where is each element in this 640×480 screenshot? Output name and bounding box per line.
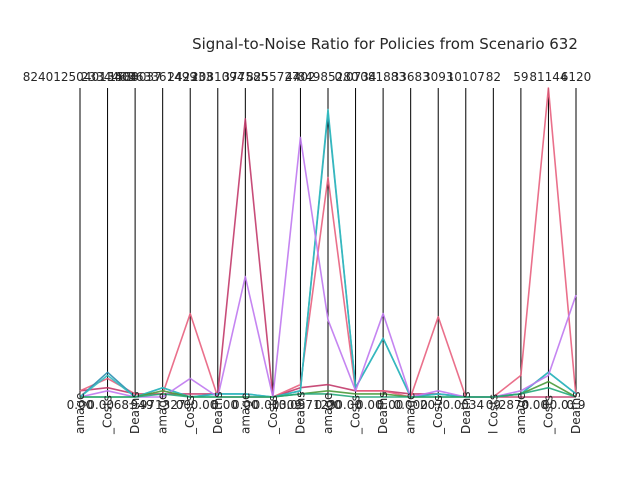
axis-top-label: 0.0734 [335,70,377,84]
axis-bottom-label: 2870 [499,398,530,412]
axis-title-label: l Costs [486,394,500,434]
axis-bottom-label: 09 [486,398,501,412]
series-lines-layer [79,87,577,398]
axis-top-label: 59 [513,70,528,84]
axis-title-label: _Costs [541,395,555,435]
axis-top-label: 2081094 [191,70,244,84]
axes-layer [79,88,577,397]
axis-title-label: Deaths [211,391,225,434]
axis-top-label: 33683 [392,70,430,84]
axis-bottom-label: 034 [461,398,484,412]
axis-top-label: 10107 [447,70,485,84]
axis-top-label: 824012504013404 [23,70,138,84]
axis-bottom-label: 0.00 [356,398,383,412]
axis-bottom-label: 0.00 [315,398,342,412]
axis-bottom-label: 0.000 [393,398,427,412]
axis-top-label: 3093 [423,70,454,84]
axis-top-label: 081883 [360,70,406,84]
axis-top-label: 377585 [222,70,268,84]
axis-title-label: _Costs [266,395,280,435]
axis-bottom-label: 68 [114,398,129,412]
axis-top-label: 6120 [561,70,592,84]
axis-title-label: amage [156,393,170,434]
axis-title-label: Deaths [376,391,390,434]
axis-bottom-label: 0.00 [87,398,114,412]
axis-bottom-label: 1309 [271,398,302,412]
axis-bottom-label: 971327 [140,398,186,412]
axis-bottom-label: 0.0 [442,398,461,412]
axis-bottom-label: 0.00 [521,398,548,412]
axis-top-tick-labels: 8240125040134042334463158303736336149924… [23,70,592,84]
axis-title-label: amage [73,393,87,434]
axis-title-label: amage [321,393,335,434]
axis-bottom-label: 00.0 [542,398,569,412]
axis-top-label: 4402 [285,70,316,84]
axis-title-label: amage [514,393,528,434]
axis-bottom-label: 0.00 [232,398,259,412]
axis-bottom-label: 0.097123 [279,398,336,412]
axis-top-label: 2334463 [81,70,134,84]
axis-bottom-label: 0.00 [377,398,404,412]
axis-bottom-label: 00 [176,398,191,412]
axis-title-label: Deaths [569,391,583,434]
axis-bottom-label: 0.00 [211,398,238,412]
axis-title-label: _Costs [183,395,197,435]
axis-bottom-label: 0.00 [253,398,280,412]
axis-title-label: _Costs [349,395,363,435]
axis-top-label: 82 [486,70,501,84]
axis-title-label: amage [238,393,252,434]
axis-bottom-label: 0.00 [67,398,94,412]
axis-bottom-label: 0.9 [566,398,585,412]
axis-title-label: Deaths [459,391,473,434]
axis-title-labels: amage _Costs Deaths amage _Costs Deaths amage _… [73,391,583,435]
axis-bottom-label: 207 [420,398,443,412]
axis-top-label: 8255727 [246,70,299,84]
axis-title-label: _Costs [431,395,445,435]
axis-bottom-label: 0.00 [191,398,218,412]
axis-top-label: 81144 [529,70,567,84]
axis-top-label: 363361499 [128,70,197,84]
axis-top-label: 84985280 [297,70,358,84]
axis-title-label: _Costs [101,395,115,435]
axis-top-label: 242333 [167,70,213,84]
axis-bottom-label: 949 [131,398,154,412]
axis-title-label: amage [404,393,418,434]
chart-title: Signal-to-Noise Ratio for Policies from … [192,35,578,53]
axis-title-label: Deaths [128,391,142,434]
axis-title-label: Deaths [293,391,307,434]
axis-top-label: 1583037 [108,70,161,84]
axis-bottom-label: 0.00 [335,398,362,412]
series-line [80,386,577,398]
